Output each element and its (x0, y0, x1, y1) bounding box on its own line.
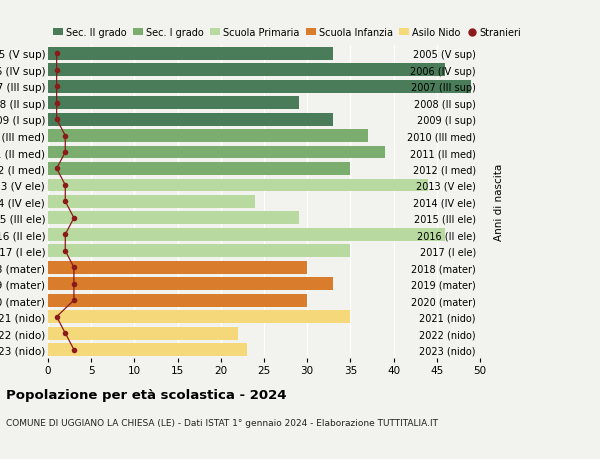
Text: COMUNE DI UGGIANO LA CHIESA (LE) - Dati ISTAT 1° gennaio 2024 - Elaborazione TUT: COMUNE DI UGGIANO LA CHIESA (LE) - Dati … (6, 418, 438, 427)
Point (69, 297, 79, 304)
Point (61, 133, 70, 140)
Point (69, 346, 79, 353)
Y-axis label: Anni di nascita: Anni di nascita (494, 163, 505, 241)
Bar (48, 229, 445, 241)
Point (52, 116, 61, 123)
Bar (48, 48, 333, 61)
Bar (48, 113, 333, 126)
Point (52, 313, 61, 321)
Bar (48, 212, 299, 225)
Point (52, 83, 61, 90)
Bar (48, 327, 238, 340)
Point (69, 264, 79, 271)
Point (61, 247, 70, 255)
Point (61, 231, 70, 239)
Point (69, 280, 79, 288)
Bar (48, 245, 350, 257)
Point (61, 198, 70, 206)
Bar (48, 162, 350, 175)
Bar (48, 81, 472, 93)
Point (52, 100, 61, 107)
Bar (48, 311, 350, 323)
Point (52, 50, 61, 58)
Bar (48, 294, 307, 307)
Bar (48, 146, 385, 159)
Bar (48, 278, 333, 291)
Legend: Sec. II grado, Sec. I grado, Scuola Primaria, Scuola Infanzia, Asilo Nido, Stran: Sec. II grado, Sec. I grado, Scuola Prim… (53, 28, 521, 38)
Bar (48, 196, 256, 208)
Point (61, 330, 70, 337)
Point (61, 182, 70, 189)
Bar (48, 343, 247, 356)
Text: Popolazione per età scolastica - 2024: Popolazione per età scolastica - 2024 (6, 388, 287, 401)
Bar (48, 97, 299, 110)
Bar (48, 130, 368, 143)
Point (52, 165, 61, 173)
Point (69, 215, 79, 222)
Point (52, 67, 61, 74)
Bar (48, 64, 445, 77)
Bar (48, 261, 307, 274)
Bar (48, 179, 428, 192)
Point (61, 149, 70, 157)
